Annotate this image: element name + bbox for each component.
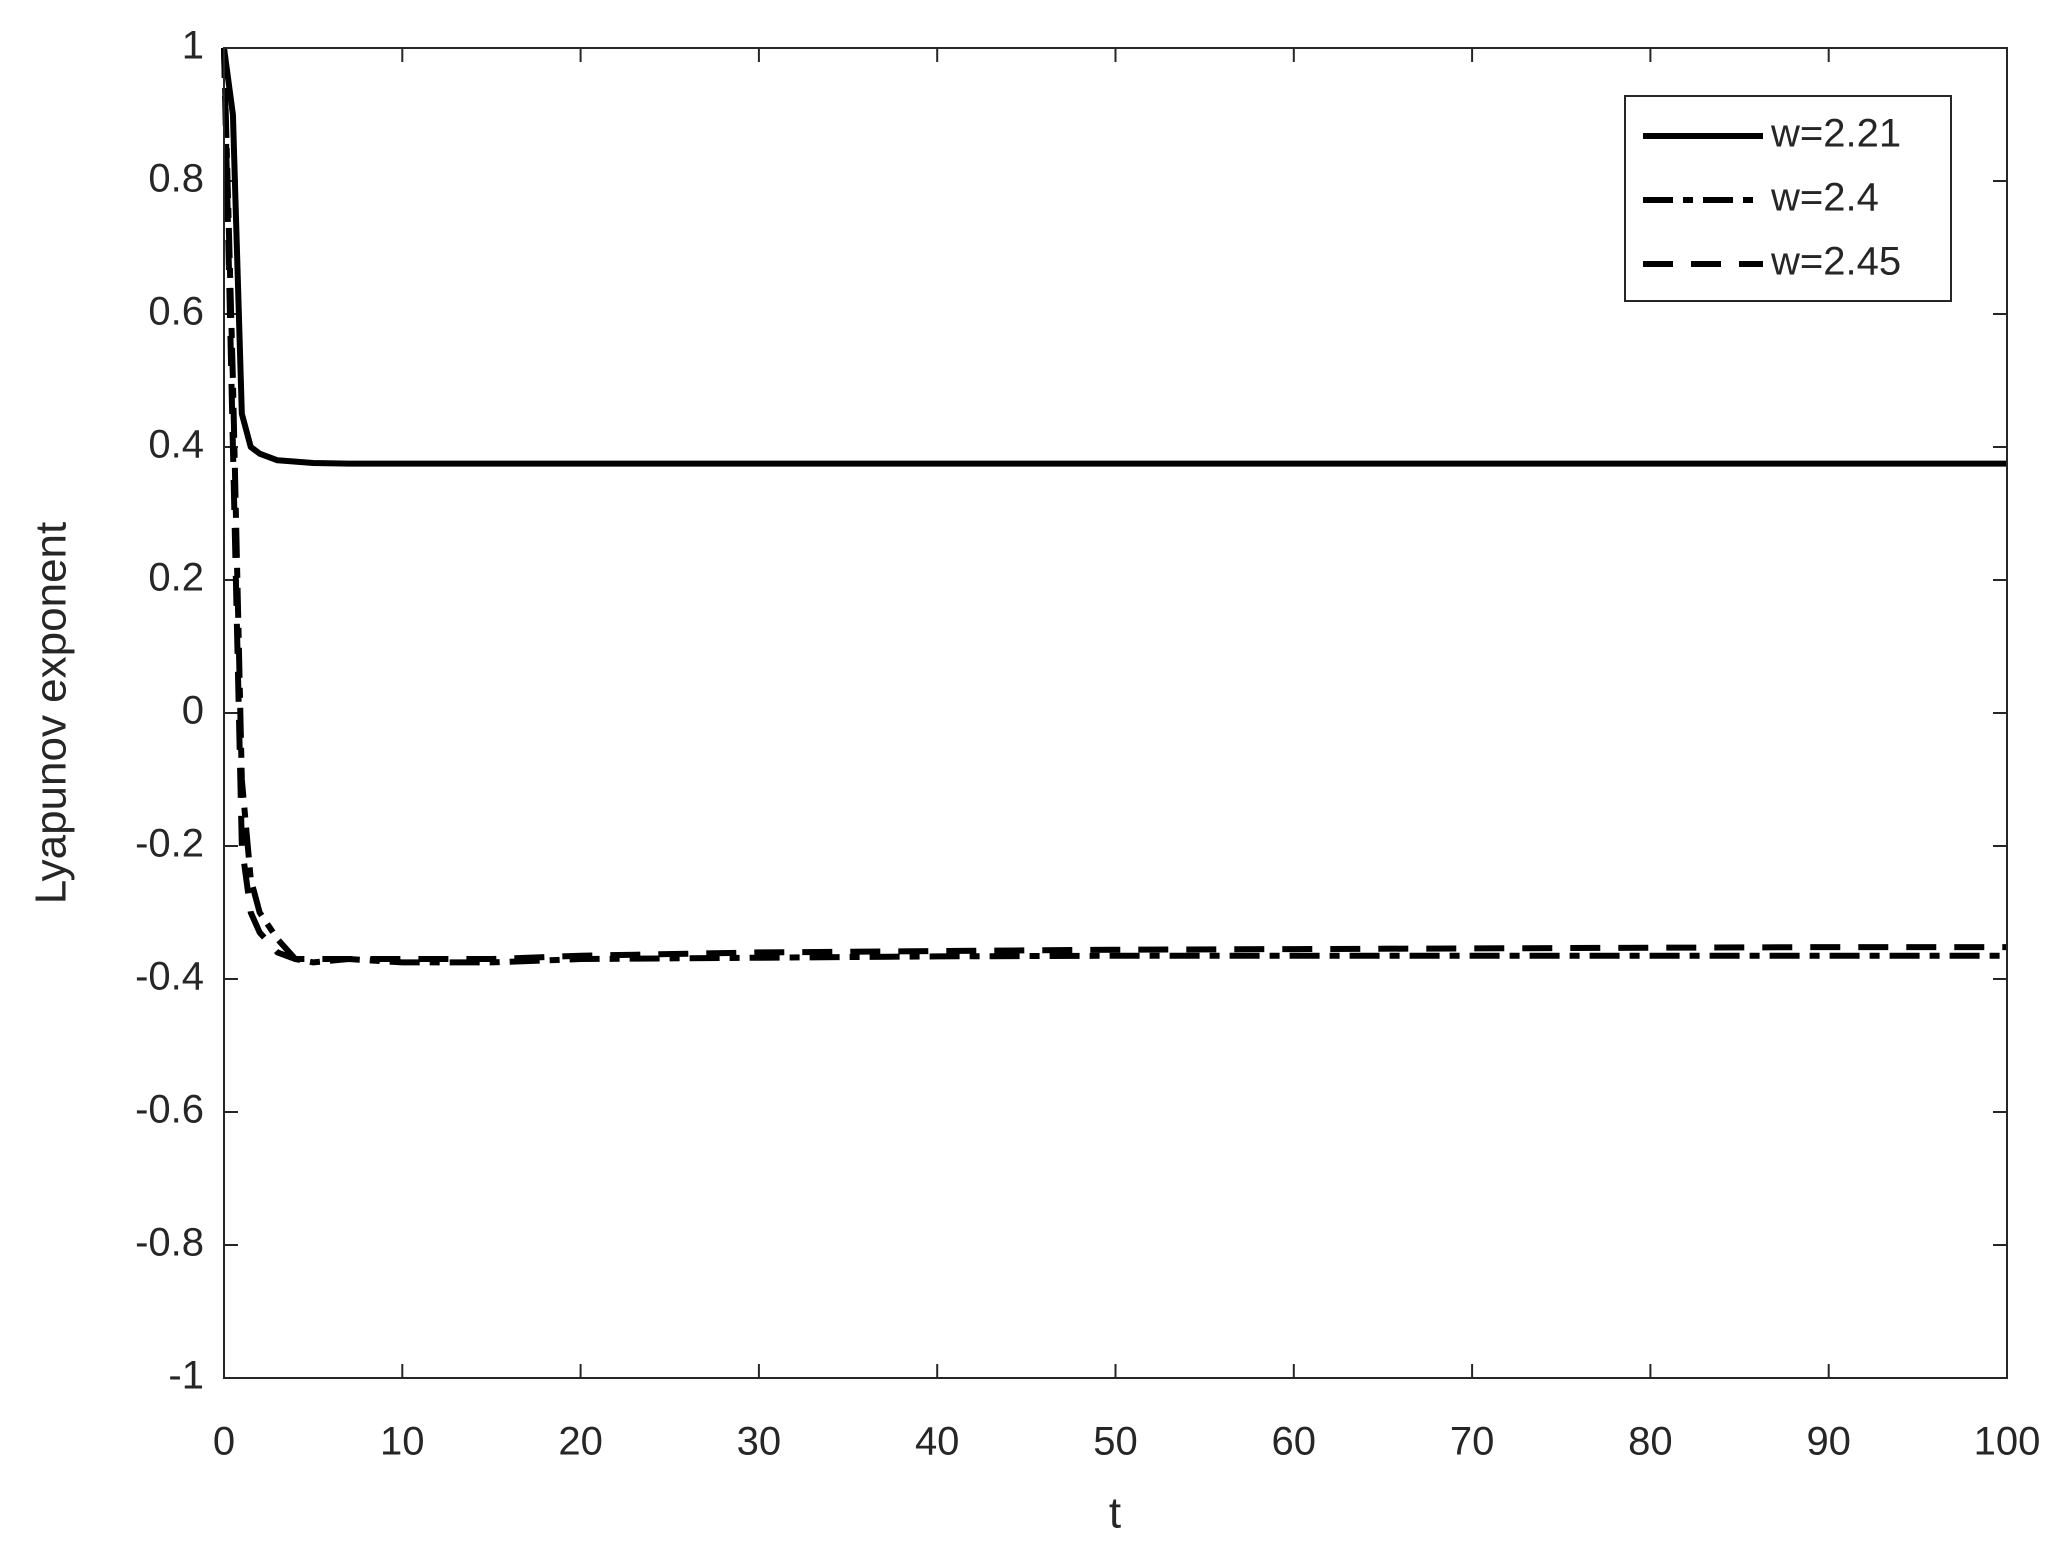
y-tick-label: 0.8 — [148, 157, 204, 201]
plot-frame — [223, 47, 2008, 1379]
y-tick-label: -0.6 — [135, 1088, 204, 1132]
legend-box — [1624, 95, 1952, 302]
legend-label: w=2.45 — [1770, 240, 1901, 284]
y-tick-label: -0.4 — [135, 955, 204, 999]
x-tick-label: 30 — [737, 1420, 782, 1464]
y-tick-label: -1 — [168, 1354, 204, 1398]
x-tick-label: 0 — [213, 1420, 235, 1464]
x-tick-label: 80 — [1628, 1420, 1673, 1464]
y-tick-label: 0.6 — [148, 290, 204, 334]
legend-label: w=2.4 — [1770, 176, 1879, 220]
x-axis-label: t — [1109, 1489, 1121, 1538]
y-axis-label: Lyapunov exponent — [27, 522, 76, 904]
data-line — [221, 47, 2007, 467]
legend: w=2.21 w=2.4 w=2.45 — [1624, 95, 1952, 302]
x-tick-label: 20 — [558, 1420, 603, 1464]
x-tick-label: 10 — [380, 1420, 425, 1464]
x-tick-label: 100 — [1974, 1420, 2041, 1464]
y-tick-label: 1 — [182, 24, 204, 68]
x-tick-label: 90 — [1806, 1420, 1851, 1464]
y-tick-label: -0.2 — [135, 822, 204, 866]
y-tick-label: -0.8 — [135, 1221, 204, 1265]
x-tick-label: 40 — [915, 1420, 960, 1464]
y-tick-label: 0.2 — [148, 556, 204, 600]
y-tick-label: 0.4 — [148, 423, 204, 467]
legend-label: w=2.21 — [1770, 112, 1901, 156]
x-tick-label: 70 — [1450, 1420, 1495, 1464]
y-tick-label: 0 — [182, 689, 204, 733]
x-tick-label: 60 — [1272, 1420, 1317, 1464]
x-tick-label: 50 — [1093, 1420, 1138, 1464]
data-line — [221, 47, 2007, 963]
